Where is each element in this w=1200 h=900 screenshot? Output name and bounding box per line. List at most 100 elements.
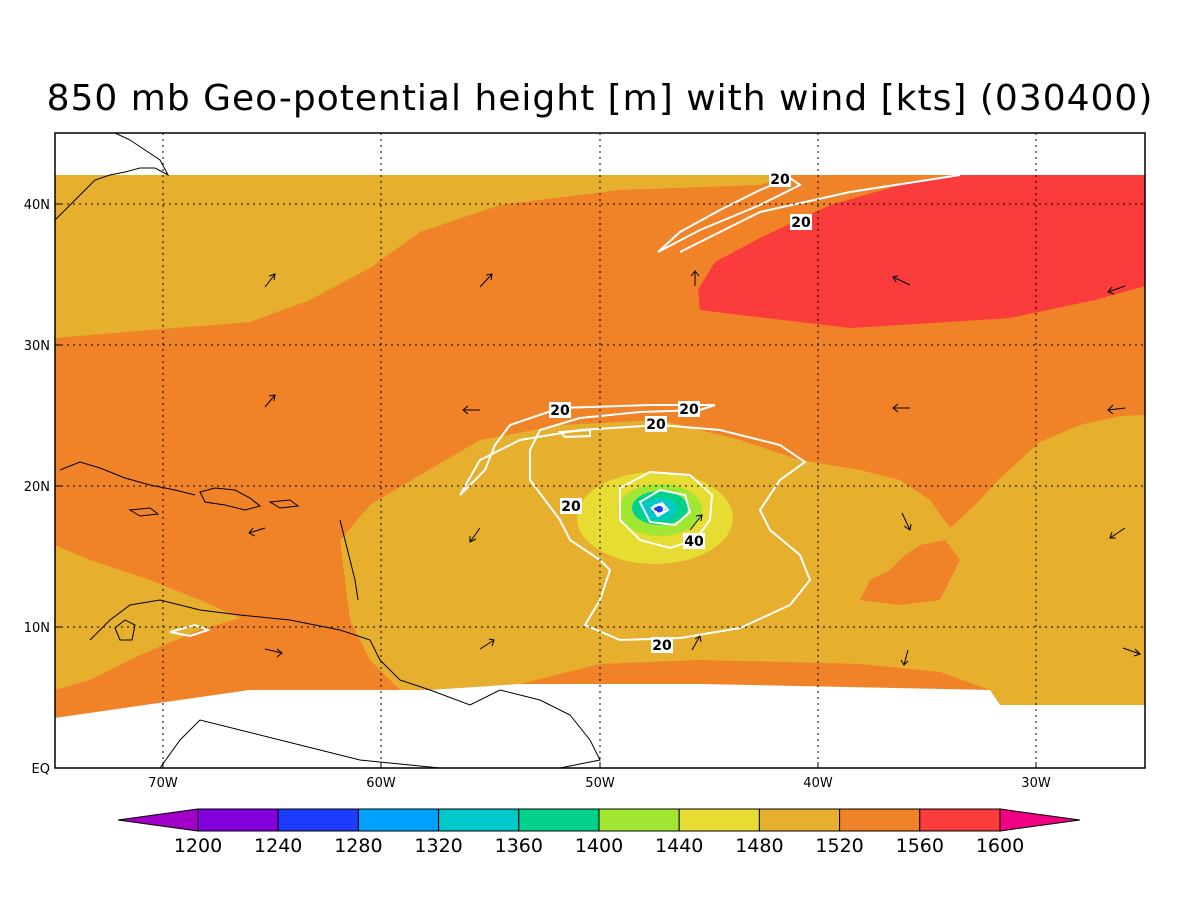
contour-40-outer bbox=[619, 470, 714, 550]
coastline-north-america bbox=[55, 133, 170, 221]
no-data-south bbox=[55, 684, 1145, 768]
colorbar-tick-label: 1400 bbox=[575, 835, 623, 857]
lat-label: EQ bbox=[32, 762, 50, 777]
lon-label: 60W bbox=[366, 776, 396, 791]
colorbar-swatch bbox=[518, 808, 600, 832]
svg-text:20: 20 bbox=[550, 403, 570, 419]
colorbar-swatch bbox=[598, 808, 680, 832]
coastline-lake-maracaibo bbox=[114, 619, 136, 641]
svg-text:20: 20 bbox=[652, 638, 672, 654]
tick-marks bbox=[55, 203, 1037, 769]
coastline-jamaica bbox=[128, 507, 160, 517]
graticule bbox=[55, 133, 1145, 768]
contour-label-layer: 20 20 20 20 20 20 40 20 bbox=[549, 171, 812, 654]
coastline-cuba bbox=[59, 461, 196, 496]
svg-text:20: 20 bbox=[791, 215, 811, 231]
coastline-south-america bbox=[89, 599, 601, 768]
wind-arrow bbox=[264, 273, 276, 288]
lat-label: 20N bbox=[24, 480, 50, 495]
map-title: 850 mb Geo-potential height [m] with win… bbox=[46, 78, 1154, 119]
lat-label: 40N bbox=[24, 198, 50, 213]
contour-label-20-c: 20 bbox=[549, 402, 571, 419]
wind-arrow bbox=[479, 638, 495, 650]
svg-text:20: 20 bbox=[646, 417, 666, 433]
colorbar-tick-label: 1200 bbox=[174, 835, 222, 857]
height-band-1480-1520-north bbox=[55, 175, 790, 338]
contour-20-mid-ring bbox=[459, 404, 812, 642]
colorbar-swatch bbox=[438, 808, 520, 832]
wind-arrow bbox=[462, 405, 480, 415]
contour-label-40: 40 bbox=[683, 533, 705, 550]
svg-text:40: 40 bbox=[684, 534, 704, 550]
contour-label-20-b: 20 bbox=[790, 214, 812, 231]
coastline-hispaniola bbox=[199, 487, 262, 511]
contour-20-southwest bbox=[169, 623, 211, 638]
colorbar-tick-label: 1480 bbox=[735, 835, 783, 857]
colorbar-tick-label: 1360 bbox=[495, 835, 543, 857]
contour-label-20-e: 20 bbox=[645, 416, 667, 433]
wind-arrow bbox=[264, 648, 283, 658]
wind-arrow bbox=[892, 403, 910, 413]
height-band-1560-1600 bbox=[698, 175, 1145, 328]
contour-label-20-f: 20 bbox=[560, 498, 582, 515]
wind-arrow bbox=[901, 512, 912, 531]
wind-arrow bbox=[689, 514, 703, 531]
lon-label: 70W bbox=[148, 776, 178, 791]
colorbar-swatch bbox=[839, 808, 921, 832]
coastlines bbox=[55, 133, 601, 768]
wind-arrow bbox=[479, 273, 493, 288]
colorbar-tick-label: 1320 bbox=[414, 835, 462, 857]
colorbar-swatch bbox=[197, 808, 279, 832]
colorbar-under-arrow bbox=[117, 808, 199, 832]
height-band-1480-1520-southwest bbox=[55, 545, 240, 690]
coastline-puerto-rico bbox=[268, 499, 300, 509]
colorbar: 1200 1240 1280 1320 1360 1400 1440 1480 1520 1560… bbox=[117, 808, 1081, 857]
contour-label-20-a: 20 bbox=[769, 171, 791, 188]
wind-arrow bbox=[469, 527, 481, 543]
colorbar-tick-label: 1280 bbox=[334, 835, 382, 857]
contour-20-north-east bbox=[679, 174, 961, 253]
coastline-antilles bbox=[339, 519, 359, 601]
colorbar-tick-label: 1560 bbox=[896, 835, 944, 857]
wind-arrow bbox=[690, 270, 700, 286]
wind-arrow bbox=[264, 394, 276, 408]
wind-vectors bbox=[248, 270, 1141, 666]
wind-arrow bbox=[691, 635, 702, 651]
contour-40-inner bbox=[638, 488, 692, 527]
lat-label: 30N bbox=[24, 339, 50, 354]
lon-label: 50W bbox=[585, 776, 615, 791]
wind-arrow bbox=[248, 527, 266, 537]
lon-label: 40W bbox=[803, 776, 833, 791]
latitude-labels: 40N 30N 20N 10N EQ bbox=[24, 198, 50, 777]
colorbar-swatch bbox=[357, 808, 440, 832]
height-band-1480-1520-central bbox=[340, 415, 1145, 705]
contour-label-20-g: 20 bbox=[651, 637, 673, 654]
lat-label: 10N bbox=[24, 621, 50, 636]
wind-arrow bbox=[1107, 404, 1126, 415]
wind-arrow bbox=[900, 649, 909, 666]
colorbar-tick-label: 1440 bbox=[655, 835, 703, 857]
lon-label: 30W bbox=[1021, 776, 1051, 791]
low-pressure-center-marker bbox=[651, 503, 666, 515]
colorbar-swatch bbox=[758, 808, 841, 832]
svg-text:20: 20 bbox=[679, 402, 699, 418]
colorbar-over-arrow bbox=[999, 808, 1081, 832]
colorbar-tick-label: 1600 bbox=[976, 835, 1024, 857]
colorbar-tick-label: 1240 bbox=[254, 835, 302, 857]
colorbar-swatch bbox=[277, 808, 359, 832]
svg-text:20: 20 bbox=[561, 499, 581, 515]
wind-arrow bbox=[1107, 285, 1126, 295]
colorbar-swatch bbox=[678, 808, 760, 832]
height-band-1520-1560-east bbox=[860, 540, 960, 605]
contour-label-20-d: 20 bbox=[678, 401, 700, 418]
height-field bbox=[55, 133, 1145, 768]
contour-20-small-north bbox=[557, 428, 591, 439]
wind-arrow bbox=[1122, 647, 1141, 657]
longitude-labels: 70W 60W 50W 40W 30W bbox=[148, 776, 1051, 791]
colorbar-swatch bbox=[919, 808, 1001, 832]
svg-text:20: 20 bbox=[770, 172, 790, 188]
colorbar-tick-label: 1520 bbox=[815, 835, 863, 857]
wind-arrow bbox=[1109, 527, 1126, 539]
wind-arrow bbox=[892, 275, 911, 286]
